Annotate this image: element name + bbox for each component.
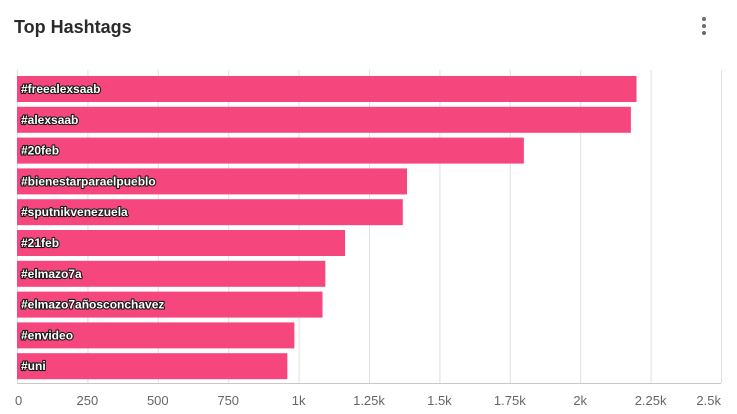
bar-label: #sputnikvenezuela: [21, 205, 128, 219]
x-tick-label: 250: [77, 393, 99, 408]
menu-dot: [702, 24, 706, 28]
bar: [17, 168, 408, 195]
x-tick-label: 0: [15, 393, 22, 408]
bar: [17, 199, 403, 226]
x-tick-label: 1.5k: [427, 393, 452, 408]
x-tick-label: 1k: [292, 393, 306, 408]
bar-label: #bienestarparaelpueblo: [21, 174, 156, 188]
bar: [17, 322, 295, 349]
bar-label: #alexsaab: [21, 113, 78, 127]
menu-dot: [702, 17, 706, 21]
bar-label: #freealexsaab: [21, 82, 100, 96]
x-tick-label: 1.75k: [494, 393, 526, 408]
kebab-menu-icon[interactable]: [694, 14, 714, 38]
x-tick-label: 2.5k: [696, 393, 721, 408]
bar: [17, 230, 346, 256]
x-tick-label: 1.25k: [353, 393, 385, 408]
bar-label: #elmazo7a: [21, 267, 82, 281]
bar: [17, 76, 637, 102]
bar: [17, 291, 323, 318]
bar: [17, 137, 524, 164]
bar-label: #21feb: [21, 236, 59, 250]
bar: [17, 353, 288, 380]
x-tick-label: 2.25k: [635, 393, 667, 408]
bar-label: #20feb: [21, 144, 59, 158]
page-title: Top Hashtags: [14, 17, 132, 37]
menu-dot: [702, 31, 706, 35]
x-tick-label: 500: [147, 393, 169, 408]
bar: [17, 260, 326, 287]
bar-label: #uni: [21, 359, 46, 373]
bar-label: #envideo: [21, 328, 73, 342]
bar-label: #elmazo7añosconchavez: [21, 298, 164, 312]
x-tick-label: 750: [217, 393, 239, 408]
bar: [17, 106, 631, 133]
x-tick-label: 2k: [573, 393, 587, 408]
